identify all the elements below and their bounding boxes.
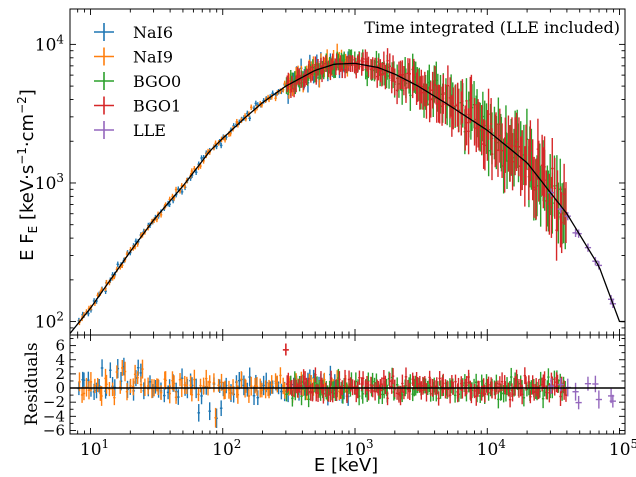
legend-entry-bgo0: BGO0 (94, 72, 181, 91)
residual-y-tick-label: 6 (55, 337, 65, 355)
x-tick-label: 105 (609, 437, 636, 460)
residual-y-tick-label: 0 (55, 379, 65, 397)
residuals-y-label: Residuals (22, 342, 42, 425)
x-tick-label: 103 (344, 437, 373, 460)
legend-label: LLE (133, 121, 166, 140)
series-nai6-points (77, 51, 350, 324)
residual-y-tick-label: −2 (43, 393, 65, 411)
legend-entry-nai6: NaI6 (94, 23, 173, 42)
legend-entry-nai9: NaI9 (94, 47, 173, 67)
y-tick-label: 102 (35, 310, 64, 333)
legend-label: BGO0 (133, 72, 181, 91)
legend-entry-lle: LLE (94, 121, 166, 140)
residual-y-tick-label: 4 (55, 351, 65, 369)
residual-y-tick-label: 2 (55, 365, 65, 383)
y-axis-label: E FE [keV·s−1·cm−2] (15, 89, 40, 261)
residual-y-tick-label: −4 (43, 407, 65, 425)
legend: NaI6 NaI9 BGO0 BGO1 LLE (94, 23, 181, 140)
x-tick-label: 101 (80, 437, 109, 460)
y-tick-label: 103 (35, 171, 64, 194)
legend-entry-bgo1: BGO1 (94, 96, 181, 116)
x-axis-label: E [keV] (314, 455, 378, 476)
series-bgo1-points (286, 48, 568, 261)
legend-label: NaI6 (133, 23, 173, 42)
model-curve (69, 62, 625, 334)
legend-label: NaI9 (133, 48, 173, 67)
y-tick-label: 104 (35, 32, 64, 55)
residuals-axes-frame (69, 334, 626, 435)
x-tick-label: 104 (477, 437, 506, 460)
residual-outlier (282, 343, 289, 356)
panel-annotation: Time integrated (LLE included) (364, 18, 620, 37)
legend-label: BGO1 (133, 97, 181, 116)
spectrum-panel: 102 103 104 (35, 8, 626, 434)
residual-y-tick-label: −6 (43, 421, 65, 439)
x-tick-label: 102 (212, 437, 241, 460)
